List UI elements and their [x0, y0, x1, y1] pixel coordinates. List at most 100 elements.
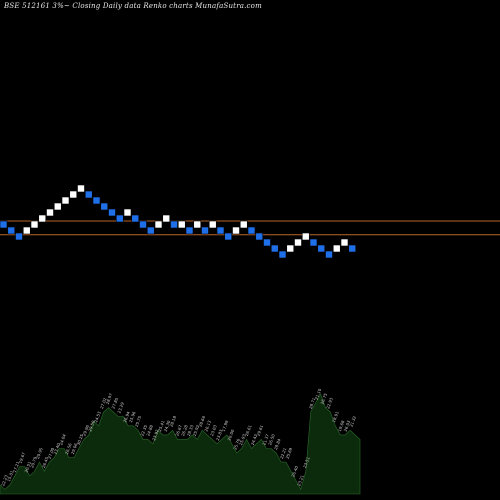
volume-label: 29.50	[87, 419, 96, 432]
down-brick	[348, 244, 357, 253]
volume-label: 22.21	[279, 447, 288, 460]
volume-label: 25.93	[238, 433, 247, 446]
up-brick	[232, 226, 240, 235]
volume-label: 28.84	[273, 438, 282, 451]
volume-label: 28.66	[198, 415, 207, 428]
volume-label: 17.21	[12, 460, 21, 473]
volume-label: 23.40	[52, 442, 61, 455]
volume-label: 22.23	[0, 474, 9, 487]
volume-label: 25.69	[285, 447, 294, 460]
down-brick	[108, 208, 116, 217]
down-brick	[317, 244, 326, 253]
up-brick	[30, 220, 39, 229]
volume-label: 20.51	[23, 460, 32, 473]
volume-label: 21.37	[261, 433, 270, 446]
up-brick	[340, 238, 349, 247]
down-brick	[131, 214, 140, 223]
volume-label: 26.50	[267, 433, 276, 446]
down-brick	[84, 190, 93, 199]
up-brick	[77, 184, 85, 193]
down-brick	[92, 196, 101, 205]
chart-title: BSE 512161 3%~ Closing Daily data Renko …	[4, 2, 262, 10]
volume-label: 23.29	[116, 401, 125, 414]
up-brick	[177, 220, 186, 229]
volume-label: 18.91	[331, 410, 340, 423]
volume-label: 25.92	[192, 424, 201, 437]
volume-label: 23.51	[302, 456, 311, 469]
volume-label: 30.25	[76, 433, 85, 446]
volume-label: 29.06	[70, 442, 79, 455]
volume-label: 26.67	[174, 424, 183, 437]
volume-label: 20.00	[227, 428, 236, 441]
volume-label: 19.68	[337, 419, 346, 432]
volume-label: 28.18	[169, 415, 178, 428]
volume-label: 28.33	[186, 424, 195, 437]
up-brick	[22, 226, 31, 235]
down-brick	[100, 202, 109, 211]
volume-label: 24.53	[93, 410, 102, 423]
down-brick	[146, 226, 155, 235]
volume-area	[0, 393, 361, 495]
down-brick	[216, 226, 225, 235]
volume-label: 27.00	[47, 447, 56, 460]
down-brick	[139, 220, 147, 229]
up-brick	[239, 220, 248, 229]
volume-label: 23.83	[215, 428, 224, 441]
volume-label: 19.67	[18, 451, 27, 464]
down-brick	[0, 220, 8, 229]
down-brick	[263, 238, 271, 247]
down-brick	[201, 226, 209, 235]
volume-panel	[0, 393, 361, 495]
volume-label: 26.61	[244, 424, 253, 437]
volume-label: 21.10	[314, 387, 323, 400]
volume-label: 22.93	[325, 397, 334, 410]
volume-label: 24.30	[163, 419, 172, 432]
volume-label: 26.03	[343, 419, 352, 432]
up-brick	[193, 220, 202, 229]
volume-label: 26.13	[203, 419, 212, 432]
down-brick	[224, 232, 233, 241]
down-brick	[325, 250, 333, 259]
up-brick	[53, 202, 62, 211]
down-brick	[270, 244, 279, 253]
up-brick	[162, 214, 171, 223]
volume-label: 24.42	[250, 433, 259, 446]
volume-label: 20.95	[35, 447, 44, 460]
volume-label: 26.45	[41, 456, 50, 469]
up-brick	[61, 196, 70, 205]
down-brick	[255, 232, 264, 241]
volume-label: 21.32	[348, 415, 357, 428]
volume-label: 26.56	[64, 442, 73, 455]
volume-label: 26.28	[180, 424, 189, 437]
up-brick	[154, 220, 163, 229]
down-brick	[309, 238, 318, 247]
up-brick	[46, 208, 54, 217]
up-brick	[332, 244, 341, 253]
down-brick	[185, 226, 194, 235]
volume-label: 26.40	[290, 465, 299, 478]
up-brick	[38, 214, 47, 223]
volume-label: 25.96	[128, 410, 137, 423]
volume-label: 20.79	[29, 456, 38, 469]
down-brick	[247, 226, 256, 235]
down-brick	[278, 250, 287, 259]
volume-label: 23.92	[151, 428, 160, 441]
volume-labels: 22.2315.0117.2119.6720.5120.7920.9526.45…	[0, 387, 357, 486]
volume-label: 27.85	[111, 397, 120, 410]
volume-label: 22.35	[140, 424, 149, 437]
reference-lines	[0, 220, 500, 236]
up-brick	[123, 208, 132, 217]
up-brick	[208, 220, 217, 229]
down-brick	[170, 220, 178, 229]
volume-label: 15.01	[6, 469, 15, 482]
volume-label: 27.02	[99, 397, 108, 410]
volume-label: 17.99	[221, 419, 230, 432]
volume-label: 25.41	[157, 419, 166, 432]
down-brick	[7, 226, 16, 235]
volume-label: 23.21	[296, 474, 305, 487]
volume-label: 28.71	[308, 397, 317, 410]
volume-label: 29.61	[256, 424, 265, 437]
volume-label: 23.03	[209, 424, 218, 437]
volume-label: 24.88	[145, 424, 154, 437]
